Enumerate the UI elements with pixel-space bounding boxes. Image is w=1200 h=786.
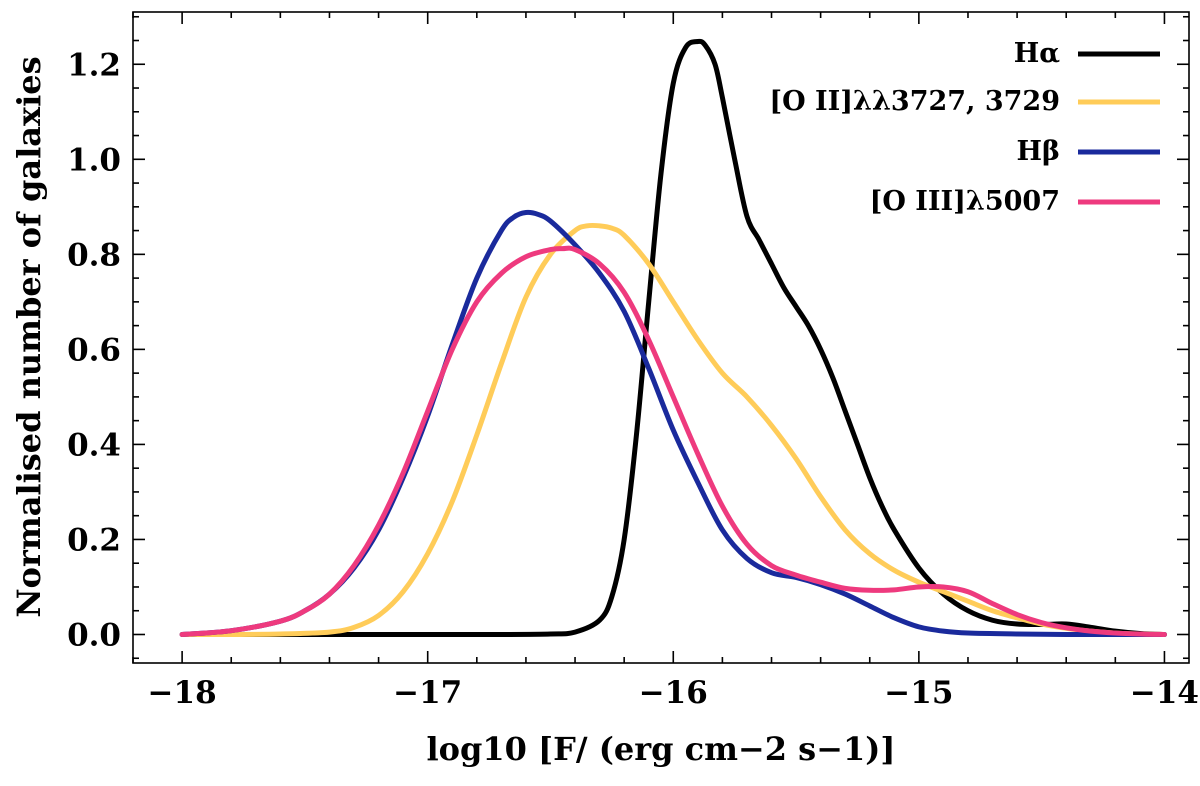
curve-oiii <box>179 245 1167 637</box>
x-tick-label: −14 <box>1130 675 1199 711</box>
y-tick-label: 1.0 <box>67 142 121 178</box>
y-tick-label: 0.2 <box>67 522 121 558</box>
y-tick-label: 0.0 <box>67 617 121 653</box>
legend-label-oii: [O II]λλ3727, 3729 <box>769 86 1060 117</box>
plot-frame <box>132 11 1190 664</box>
curves-layer <box>179 38 1167 638</box>
curve-h-alpha <box>179 38 1167 638</box>
ticks-layer: −18 −17 −16 −15 −14 0.0 0.2 0.4 0.6 0.8 1.0 1.2 <box>67 12 1199 711</box>
legend-label-h-alpha: Hα <box>1014 38 1061 69</box>
y-tick-label: 0.6 <box>67 332 121 368</box>
curve-oii <box>179 222 1167 638</box>
x-axis-label: log10 [F/ (erg cm−2 s−1)] <box>426 730 895 768</box>
x-tick-label: −18 <box>148 675 217 711</box>
y-tick-label: 0.8 <box>67 237 121 273</box>
y-tick-label: 0.4 <box>67 427 121 463</box>
y-tick-label: 1.2 <box>67 47 121 83</box>
curve-h-beta <box>179 209 1167 638</box>
legend-label-oiii: [O III]λ5007 <box>870 186 1060 217</box>
x-tick-label: −16 <box>639 675 708 711</box>
y-axis-label: Normalised number of galaxies <box>10 56 48 617</box>
legend-label-h-beta: Hβ <box>1017 136 1060 167</box>
x-tick-label: −15 <box>884 675 953 711</box>
x-tick-label: −17 <box>393 675 462 711</box>
legend: Hα [O II]λλ3727, 3729 Hβ [O III]λ5007 <box>769 38 1160 217</box>
